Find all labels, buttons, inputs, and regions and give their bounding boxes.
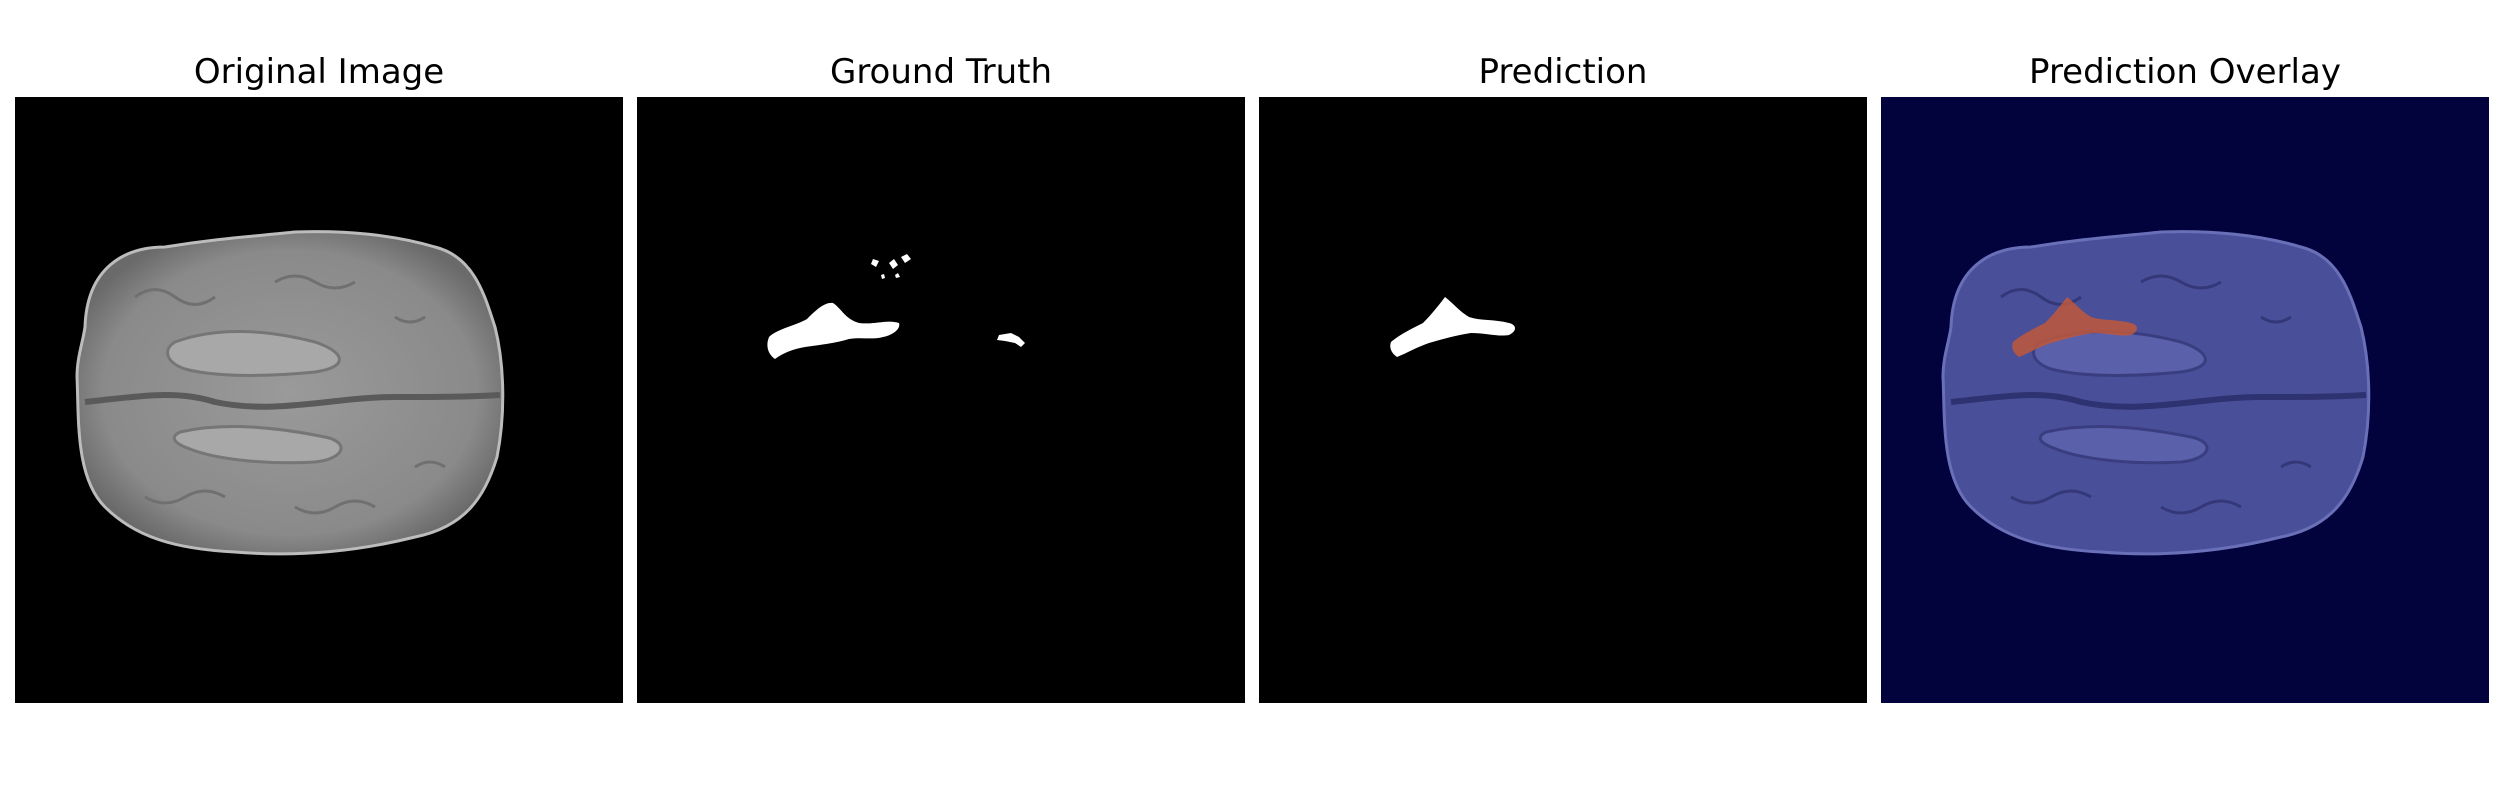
ground-truth-mask — [637, 97, 1245, 703]
prediction-overlay-image — [1881, 97, 2489, 703]
predicted-region — [1390, 297, 1515, 357]
tumor-region — [871, 254, 911, 279]
brain-scan — [75, 230, 505, 556]
original-image — [15, 97, 623, 703]
panel-title: Original Image — [193, 52, 445, 92]
tumor-region — [767, 302, 900, 359]
panel-original-image: Original Image — [15, 0, 623, 800]
predicted-region-overlay — [2012, 297, 2137, 357]
panel-prediction: Prediction — [1259, 0, 1867, 800]
panel-title: Prediction — [1478, 52, 1648, 92]
panel-title: Ground Truth — [829, 52, 1053, 92]
brain-scan-overlay — [1941, 230, 2371, 556]
panel-ground-truth: Ground Truth — [637, 0, 1245, 800]
panel-prediction-overlay: Prediction Overlay — [1881, 0, 2489, 800]
tumor-region — [997, 333, 1025, 347]
panel-title: Prediction Overlay — [2029, 52, 2341, 92]
prediction-mask — [1259, 97, 1867, 703]
